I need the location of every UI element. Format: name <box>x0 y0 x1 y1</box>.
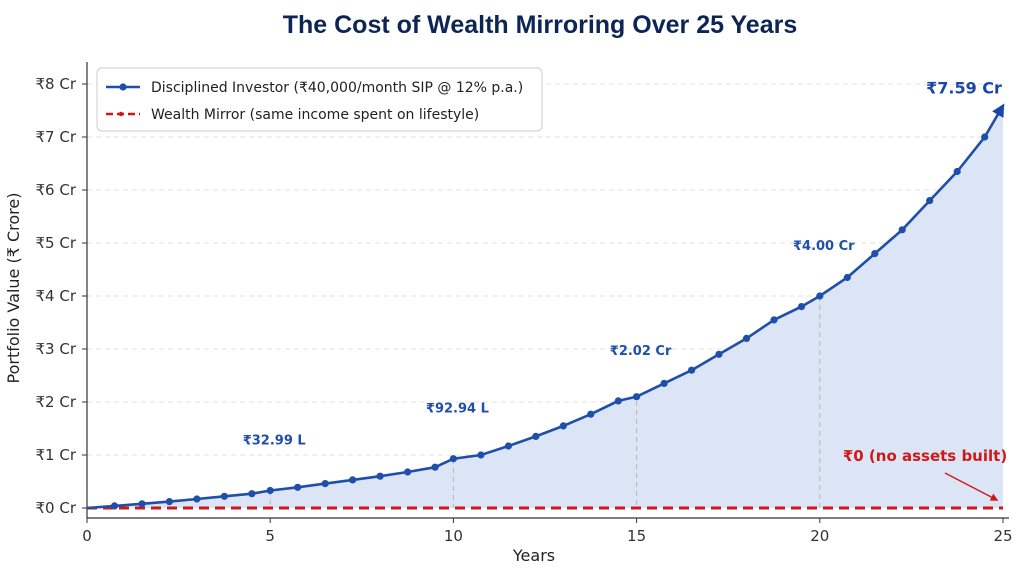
series-investor-point <box>660 379 668 387</box>
series-investor-point <box>321 480 329 488</box>
x-tick-label: 0 <box>82 527 92 545</box>
series-investor-point <box>431 463 439 471</box>
zero-value-arrow <box>944 472 999 501</box>
x-tick-label: 20 <box>810 527 829 545</box>
value-annotations: ₹32.99 L ₹92.94 L ₹2.02 Cr ₹4.00 Cr <box>243 239 855 449</box>
y-tick-label: ₹3 Cr <box>36 340 77 358</box>
annotation-label: ₹32.99 L <box>243 434 306 449</box>
legend-investor-marker <box>119 83 127 91</box>
series-investor-point <box>770 316 778 324</box>
series-investor-point <box>449 455 457 463</box>
series-investor-point <box>266 486 274 495</box>
x-tick-label: 5 <box>265 527 275 545</box>
annotation-label: ₹2.02 Cr <box>610 344 672 359</box>
annotation-label: ₹4.00 Cr <box>793 239 855 254</box>
legend-box <box>96 67 543 132</box>
series-investor-point <box>110 502 119 510</box>
series-investor-point <box>633 393 641 401</box>
legend-item-investor: Disciplined Investor (₹40,000/month SIP … <box>151 80 523 96</box>
x-tick-label: 15 <box>627 527 646 545</box>
series-investor-point <box>926 197 934 205</box>
series-investor-point <box>559 422 567 430</box>
series-investor-point <box>349 476 357 484</box>
series-investor-point <box>871 250 879 258</box>
y-tick-label: ₹0 Cr <box>36 499 77 517</box>
series-investor-point <box>715 350 723 358</box>
series-investor-point <box>816 292 824 300</box>
series-investor-point <box>532 432 540 440</box>
series-investor-point <box>165 498 173 506</box>
zero-value-label: ₹0 (no assets built) <box>843 447 1007 465</box>
series-investor-point <box>742 334 751 342</box>
series-investor-point <box>504 442 512 450</box>
series-investor-point <box>376 472 384 480</box>
x-tick-label: 25 <box>993 527 1012 545</box>
series-investor-point <box>587 410 595 418</box>
series-investor-point <box>843 273 851 282</box>
final-value-label: ₹7.59 Cr <box>926 79 1002 98</box>
axes <box>86 62 1009 519</box>
series-investor-point <box>981 133 989 141</box>
y-tick-label: ₹2 Cr <box>36 393 77 411</box>
y-tick-label: ₹1 Cr <box>36 446 77 464</box>
legend-item-mirror: Wealth Mirror (same income spent on life… <box>151 107 479 123</box>
x-tick-label: 10 <box>444 527 463 545</box>
y-tick-label: ₹4 Cr <box>36 287 77 305</box>
series-investor-point <box>404 468 412 476</box>
series-investor-point <box>248 490 256 498</box>
series-investor-point <box>477 451 485 459</box>
y-tick-label: ₹8 Cr <box>36 75 77 93</box>
series-investor-markers <box>110 133 989 510</box>
series-investor-point <box>614 397 622 405</box>
legend-mirror-marker <box>118 111 124 117</box>
area-fill <box>87 105 1003 508</box>
series-investor-line <box>86 103 1005 510</box>
x-axis-ticks: 0 5 10 15 20 25 <box>82 518 1013 545</box>
series-investor-point <box>797 303 806 311</box>
y-tick-label: ₹5 Cr <box>36 234 77 252</box>
y-axis-label: Portfolio Value (₹ Crore) <box>4 193 23 384</box>
series-investor-point <box>688 366 696 374</box>
series-investor-point <box>898 226 906 234</box>
series-investor-point <box>294 483 302 491</box>
legend: Disciplined Investor (₹40,000/month SIP … <box>96 67 543 132</box>
y-axis-ticks: ₹0 Cr ₹1 Cr ₹2 Cr ₹3 Cr ₹4 Cr ₹5 Cr ₹6 Cr ₹7 Cr… <box>36 75 87 517</box>
annotation-label: ₹92.94 L <box>426 402 489 417</box>
y-tick-label: ₹7 Cr <box>36 128 77 146</box>
series-investor-point <box>220 492 228 500</box>
x-axis-label: Years <box>512 546 555 565</box>
series-investor-point <box>953 167 961 176</box>
series-investor-point <box>193 495 201 503</box>
y-tick-label: ₹6 Cr <box>36 181 77 199</box>
chart-title: The Cost of Wealth Mirroring Over 25 Yea… <box>283 11 798 39</box>
series-investor-point <box>138 500 146 508</box>
